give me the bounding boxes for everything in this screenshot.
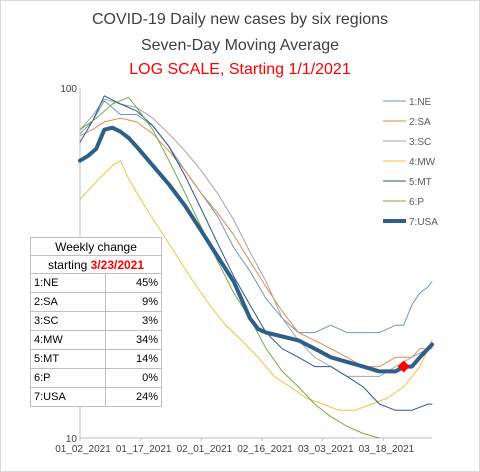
x-tick-label: 02_16_2021 bbox=[237, 444, 293, 455]
table-row: 2:SA 9% bbox=[30, 292, 163, 312]
table-row: 6:P 0% bbox=[30, 368, 163, 388]
legend-label: 5:MT bbox=[409, 177, 432, 188]
row-value: 45% bbox=[104, 273, 163, 293]
legend-label: 2:SA bbox=[409, 117, 431, 128]
series-line-5mt bbox=[79, 95, 433, 411]
row-label: 7:USA bbox=[30, 387, 106, 407]
table-row: 7:USA 24% bbox=[30, 387, 163, 407]
table-row: 4:MW 34% bbox=[30, 330, 163, 350]
x-tick-label: 03_03_2021 bbox=[298, 444, 354, 455]
row-label: 3:SC bbox=[30, 311, 106, 331]
chart-series-lines bbox=[78, 95, 434, 439]
legend-label: 4:MW bbox=[409, 157, 436, 168]
row-value: 34% bbox=[104, 330, 163, 350]
row-label: 1:NE bbox=[30, 273, 106, 293]
row-label: 4:MW bbox=[30, 330, 106, 350]
chart-subtitle-log-scale: LOG SCALE, Starting 1/1/2021 bbox=[129, 61, 351, 78]
table-header-line1: Weekly change bbox=[30, 237, 162, 256]
table-row: 5:MT 14% bbox=[30, 349, 163, 369]
table-header-line2: starting 3/23/2021 bbox=[30, 255, 162, 274]
series-line-4mw bbox=[79, 160, 433, 411]
x-tick-label: 03_18_2021 bbox=[359, 444, 415, 455]
row-value: 3% bbox=[104, 311, 163, 331]
row-value: 14% bbox=[104, 349, 163, 369]
legend-label: 1:NE bbox=[409, 97, 432, 108]
series-line-6p bbox=[79, 96, 380, 439]
table-row: 1:NE 45% bbox=[30, 273, 163, 293]
y-tick-label: 10 bbox=[66, 434, 78, 445]
chart-title: COVID-19 Daily new cases by six regions bbox=[91, 11, 389, 28]
x-tick-label: 02_01_2021 bbox=[177, 444, 233, 455]
series-line-2sa bbox=[79, 117, 433, 368]
x-tick-label: 01_17_2021 bbox=[116, 444, 172, 455]
table-header-date: 3/23/2021 bbox=[90, 257, 145, 272]
series-line-7usa bbox=[78, 125, 434, 374]
series-line-1ne bbox=[79, 100, 433, 334]
table-header-row: starting 3/23/2021 bbox=[30, 255, 162, 274]
legend-label: 6:P bbox=[409, 197, 424, 208]
row-value: 24% bbox=[104, 387, 163, 407]
x-tick-label: 01_02_2021 bbox=[55, 444, 111, 455]
table-header-prefix: starting bbox=[47, 257, 91, 272]
y-tick-label: 100 bbox=[60, 84, 77, 95]
row-value: 9% bbox=[104, 292, 163, 312]
row-label: 5:MT bbox=[30, 349, 106, 369]
series-line-3sc bbox=[79, 98, 433, 377]
red-marker-diamond bbox=[397, 360, 410, 373]
chart-subtitle: Seven-Day Moving Average bbox=[140, 37, 340, 54]
table-row: 3:SC 3% bbox=[30, 311, 163, 331]
table-header-row: Weekly change bbox=[30, 237, 162, 256]
legend-label: 7:USA bbox=[409, 217, 438, 228]
row-value: 0% bbox=[104, 368, 163, 388]
row-label: 6:P bbox=[30, 368, 106, 388]
row-label: 2:SA bbox=[30, 292, 106, 312]
chart-legend: 1:NE 2:SA 3:SC 4:MW 5:MT 6:P 7:USA bbox=[383, 97, 438, 228]
legend-label: 3:SC bbox=[409, 137, 431, 148]
weekly-change-table: Weekly change starting 3/23/2021 1:NE 45%… bbox=[30, 237, 163, 407]
